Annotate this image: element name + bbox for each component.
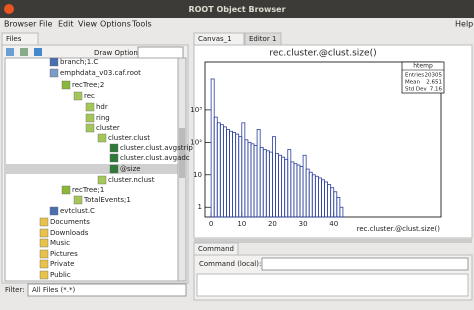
splitter[interactable] bbox=[194, 239, 472, 243]
chart-title: rec.cluster.@clust.size() bbox=[269, 49, 376, 59]
draw-option-label: Draw Option: bbox=[94, 49, 140, 57]
y-tick-label: 10³ bbox=[190, 106, 202, 114]
tree-icon bbox=[49, 57, 59, 67]
stats-label: Entries bbox=[405, 73, 424, 79]
x-tick-label: 40 bbox=[329, 220, 338, 228]
tree-item[interactable]: rec bbox=[84, 92, 95, 100]
tree-item[interactable]: TotalEvents;1 bbox=[83, 196, 131, 204]
tab-label: Editor 1 bbox=[249, 35, 276, 43]
tree-item[interactable]: Private bbox=[50, 260, 74, 268]
menu-item[interactable]: Options bbox=[100, 20, 131, 29]
menu-item[interactable]: Browser bbox=[4, 20, 37, 29]
histogram-bin bbox=[339, 206, 344, 218]
menu-item[interactable]: Help bbox=[455, 20, 473, 29]
tree-icon bbox=[97, 175, 107, 185]
tree-item[interactable]: recTree;2 bbox=[72, 81, 104, 89]
menu-item[interactable]: View bbox=[78, 20, 97, 29]
toolbar-icon[interactable] bbox=[20, 48, 28, 56]
tree-item[interactable]: hdr bbox=[96, 103, 108, 111]
close-button[interactable] bbox=[4, 4, 14, 14]
stats-title: htemp bbox=[413, 63, 433, 70]
command-output bbox=[196, 273, 469, 297]
tree-item[interactable]: @size bbox=[120, 165, 141, 173]
command-input[interactable] bbox=[261, 257, 469, 271]
tree-item[interactable]: evtclust.C bbox=[60, 207, 95, 215]
filter-box[interactable] bbox=[27, 283, 187, 297]
tree-icon bbox=[39, 259, 49, 269]
tab-label: Files bbox=[6, 35, 22, 43]
stats-value: 20305 bbox=[425, 73, 443, 79]
y-tick-label: 10² bbox=[190, 138, 202, 146]
window-title: ROOT Object Browser bbox=[188, 5, 285, 14]
title-bar bbox=[0, 0, 474, 18]
filter-value: All Files (*.*) bbox=[32, 286, 75, 294]
x-tick-label: 20 bbox=[268, 220, 277, 228]
x-axis-label: rec.cluster.@clust.size() bbox=[357, 225, 441, 233]
tree-icon bbox=[109, 143, 119, 153]
tree-item[interactable]: ring bbox=[96, 114, 110, 122]
selection-highlight bbox=[6, 164, 178, 174]
toolbar-icon[interactable] bbox=[34, 48, 42, 56]
tree-icon bbox=[73, 195, 83, 205]
stats-label: Mean bbox=[405, 80, 420, 86]
tree-item[interactable]: cluster.clust bbox=[108, 134, 150, 142]
tree-item[interactable]: Public bbox=[50, 271, 71, 279]
stats-value: 2.651 bbox=[426, 80, 442, 86]
tree-icon bbox=[109, 153, 119, 163]
tree-icon bbox=[85, 113, 95, 123]
tree-icon bbox=[61, 185, 71, 195]
stats-value: 7.16 bbox=[430, 87, 443, 93]
tree-icon bbox=[49, 206, 59, 216]
tree-item[interactable]: Music bbox=[50, 239, 70, 247]
tree-icon bbox=[39, 228, 49, 238]
menu-item[interactable]: File bbox=[39, 20, 52, 29]
x-tick-label: 30 bbox=[299, 220, 308, 228]
scrollbar-thumb[interactable] bbox=[179, 128, 185, 178]
toolbar-icon[interactable] bbox=[6, 48, 14, 56]
draw-option-box[interactable] bbox=[137, 46, 184, 59]
tree-icon bbox=[85, 102, 95, 112]
tree-icon bbox=[61, 80, 71, 90]
tree-item[interactable]: cluster.nclust bbox=[108, 176, 155, 184]
tree-item[interactable]: Pictures bbox=[50, 250, 78, 258]
tree-icon bbox=[39, 238, 49, 248]
menu-item[interactable]: Edit bbox=[58, 20, 74, 29]
tree-item[interactable]: cluster.clust.avgstrip bbox=[120, 144, 193, 152]
tree-icon bbox=[73, 91, 83, 101]
tree-icon bbox=[39, 249, 49, 259]
tree-icon bbox=[49, 68, 59, 78]
tree-item[interactable]: cluster.clust.avgadc bbox=[120, 154, 190, 162]
tree-icon bbox=[85, 123, 95, 133]
tree-item[interactable]: cluster bbox=[96, 124, 120, 132]
x-tick-label: 0 bbox=[209, 220, 213, 228]
tree-item[interactable]: emphdata_v03.caf.root bbox=[60, 69, 141, 77]
stats-label: Std Dev bbox=[405, 87, 428, 93]
x-tick-label: 10 bbox=[237, 220, 246, 228]
tree-icon bbox=[39, 270, 49, 280]
command-label: Command (local): bbox=[199, 260, 261, 268]
stats-box bbox=[401, 61, 445, 94]
tree-icon bbox=[39, 217, 49, 227]
tree-item[interactable]: Documents bbox=[50, 218, 90, 226]
menu-item[interactable]: Tools bbox=[131, 20, 152, 29]
command-tab: Command bbox=[198, 245, 234, 253]
tree-item[interactable]: Downloads bbox=[50, 229, 89, 237]
tree-item[interactable]: branch;1.C bbox=[60, 58, 98, 66]
y-tick-label: 10 bbox=[193, 171, 202, 179]
tree-icon bbox=[97, 133, 107, 143]
filter-label: Filter: bbox=[5, 286, 25, 294]
tree-icon bbox=[109, 164, 119, 174]
tree-item[interactable]: recTree;1 bbox=[72, 186, 104, 194]
tab-label: Canvas_1 bbox=[198, 35, 232, 43]
y-tick-label: 1 bbox=[198, 203, 202, 211]
